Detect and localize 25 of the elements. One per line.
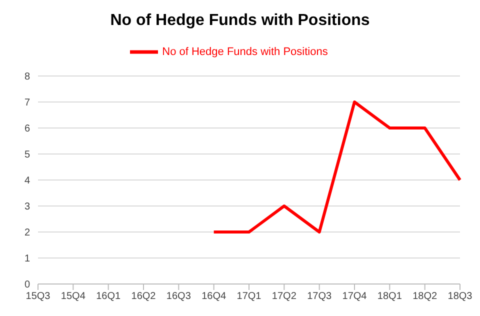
x-tick-label: 16Q4 — [202, 291, 226, 302]
x-tick-label: 16Q3 — [166, 291, 192, 302]
x-tick-label: 17Q3 — [307, 291, 332, 302]
y-tick-label: 2 — [24, 228, 30, 239]
x-tick-label: 17Q2 — [272, 291, 297, 302]
y-tick-label: 7 — [24, 98, 30, 109]
x-tick-label: 18Q2 — [412, 291, 438, 302]
x-tick-label: 17Q1 — [236, 291, 262, 302]
x-tick-label: 18Q1 — [377, 291, 402, 302]
chart-title: No of Hedge Funds with Positions — [109, 11, 371, 31]
y-tick-label: 6 — [24, 124, 30, 135]
x-tick-label: 17Q4 — [342, 291, 368, 302]
line-series — [212, 100, 462, 234]
y-tick-label: 0 — [24, 280, 30, 291]
x-tick-label: 16Q1 — [96, 291, 121, 302]
y-tick-label: 3 — [24, 202, 30, 213]
y-tick-label: 5 — [24, 150, 30, 161]
x-tick-label: 18Q3 — [448, 291, 473, 302]
y-tick-label: 8 — [24, 72, 30, 83]
legend-label: No of Hedge Funds with Positions — [162, 46, 328, 58]
x-tick-label: 15Q4 — [60, 291, 86, 302]
x-tick-label: 15Q3 — [26, 291, 51, 302]
y-tick-label: 4 — [24, 176, 30, 187]
y-tick-label: 1 — [24, 254, 30, 265]
x-tick-label: 16Q2 — [131, 291, 156, 302]
